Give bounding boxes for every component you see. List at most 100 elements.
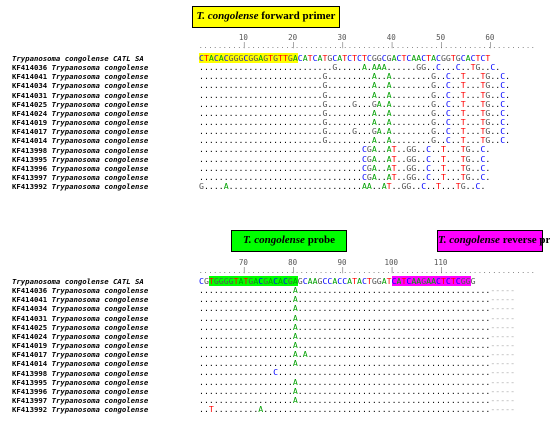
base: .: [460, 330, 466, 341]
sequence-name: KF414041 Trypanosoma congolense: [12, 72, 148, 81]
base: .: [465, 339, 471, 350]
base: .: [278, 367, 283, 378]
base: .: [268, 367, 274, 378]
base: .: [238, 339, 244, 350]
base: .: [223, 349, 229, 360]
base: C: [490, 62, 496, 73]
base: .: [228, 171, 234, 182]
base: .: [495, 80, 501, 91]
base: T: [391, 171, 397, 182]
base: C: [361, 276, 367, 286]
base: .: [436, 89, 441, 100]
base: .: [347, 153, 353, 164]
base: .: [342, 171, 348, 182]
base: .: [381, 89, 387, 100]
base: .: [396, 321, 402, 332]
sequence-row: ...................A.A..................…: [199, 350, 515, 359]
base: .: [322, 312, 328, 323]
base: A: [386, 80, 392, 91]
base: .: [243, 89, 249, 100]
base: .: [411, 303, 417, 314]
base: .: [406, 385, 412, 396]
base: C: [421, 53, 427, 63]
base: .: [347, 358, 353, 369]
base: .: [258, 376, 264, 387]
base: .: [327, 71, 333, 82]
accession: KF414019: [12, 118, 48, 128]
base: .: [450, 367, 456, 378]
base: .: [292, 153, 298, 164]
base: .: [302, 107, 308, 118]
base: .: [495, 71, 501, 82]
base: -: [505, 303, 511, 314]
base: .: [287, 62, 293, 73]
base: .: [455, 394, 461, 405]
base: .: [337, 349, 343, 360]
base: .: [223, 394, 229, 405]
base: C: [426, 153, 432, 164]
base: .: [317, 62, 323, 73]
base: .: [213, 349, 219, 360]
base: .: [465, 349, 471, 360]
base: .: [396, 153, 402, 164]
base: .: [445, 358, 451, 369]
base: .: [292, 367, 298, 378]
base: .: [223, 162, 229, 173]
base: .: [396, 116, 402, 127]
base: .: [396, 330, 402, 341]
base: .: [401, 321, 407, 332]
base: .: [243, 294, 249, 305]
sequence-row: .................................CGA..AT…: [199, 162, 510, 173]
base: .: [426, 180, 432, 191]
base: .: [268, 98, 274, 109]
base: .: [342, 376, 348, 387]
base: .: [401, 285, 407, 296]
base: .: [332, 116, 338, 127]
base: .: [485, 376, 491, 387]
base: .: [208, 358, 214, 369]
base: .: [391, 339, 397, 350]
base: .: [273, 285, 278, 296]
base: .: [218, 107, 224, 118]
base: .: [426, 303, 432, 314]
base: .: [421, 367, 427, 378]
base: -: [490, 385, 496, 396]
accession: KF414024: [12, 331, 48, 341]
base: A: [371, 135, 377, 146]
base: .: [199, 294, 204, 305]
base: .: [258, 303, 264, 314]
base: .: [253, 89, 259, 100]
base: .: [376, 171, 382, 182]
base: G: [406, 144, 412, 155]
base: -: [505, 339, 511, 350]
ruler-dots: ........................................…: [199, 268, 536, 275]
base: -: [505, 330, 511, 341]
base: .: [268, 71, 274, 82]
base: .: [297, 385, 303, 396]
base: .: [455, 403, 461, 414]
base: C: [475, 180, 481, 191]
base: .: [203, 349, 209, 360]
base: .: [302, 98, 308, 109]
species-name: Trypanosoma congolense: [51, 304, 149, 314]
base: .: [357, 126, 362, 137]
base: .: [357, 285, 362, 296]
base: .: [203, 321, 209, 332]
base: .: [381, 367, 387, 378]
base: .: [199, 153, 204, 164]
base: .: [213, 303, 219, 314]
base: .: [401, 80, 407, 91]
base: G: [485, 89, 491, 100]
base: .: [258, 180, 264, 191]
base: .: [371, 376, 377, 387]
base: .: [263, 98, 269, 109]
base: C: [445, 135, 451, 146]
base: .: [475, 367, 481, 378]
base: G: [431, 116, 436, 127]
base: .: [366, 80, 372, 91]
base: A: [347, 276, 353, 286]
base: .: [366, 339, 372, 350]
base: .: [199, 376, 204, 387]
base: .: [228, 367, 234, 378]
base: .: [327, 98, 333, 109]
